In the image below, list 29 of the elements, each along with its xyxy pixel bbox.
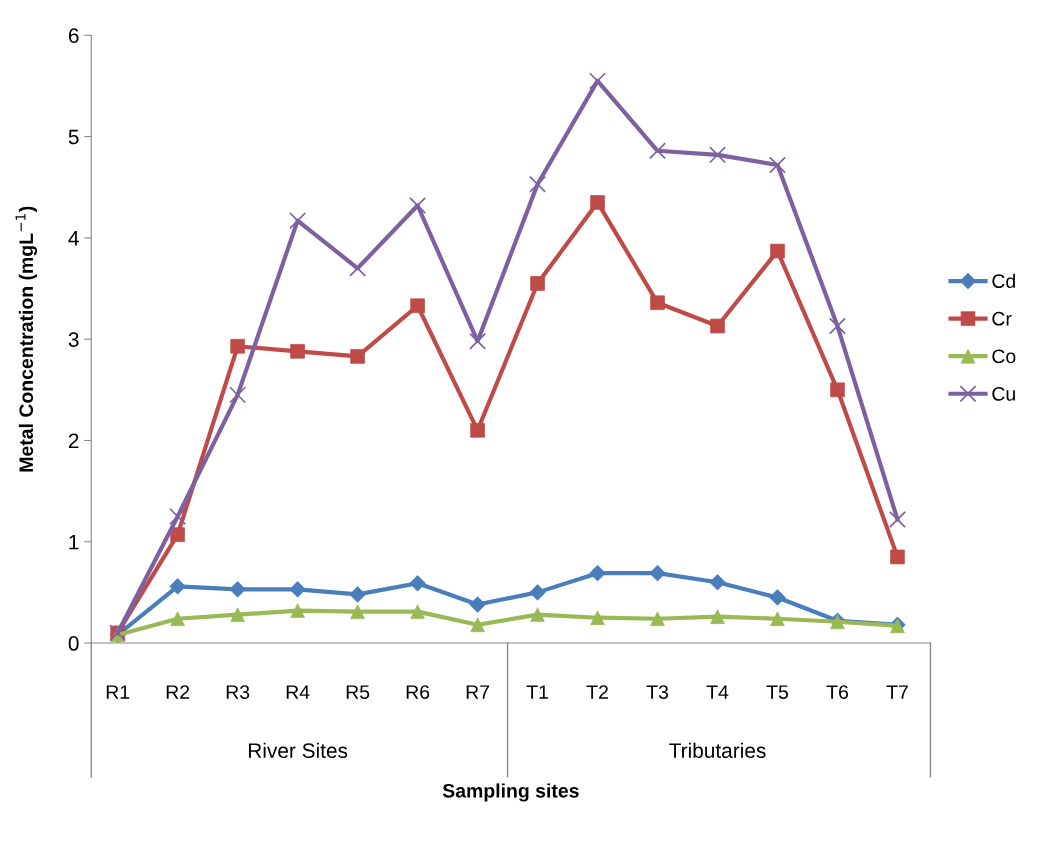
text: Tributaries — [669, 742, 766, 759]
x-tick-label: T7 — [886, 685, 908, 699]
legend-label: Cd — [992, 273, 1015, 289]
x-tick-label: T6 — [826, 685, 848, 699]
y-tick-label: 3 — [68, 332, 79, 347]
y-tick-label: 6 — [68, 28, 79, 44]
x-tick-label: T1 — [526, 685, 548, 699]
x-tick-label: R4 — [286, 685, 310, 699]
text: River Sites — [248, 742, 348, 759]
x-tick-label: R3 — [226, 685, 250, 699]
y-axis-title: Metal Concentration (mgL$^{−1}$) — [15, 206, 38, 472]
x-tick-label: R1 — [106, 685, 130, 699]
x-tick-label: T3 — [646, 685, 669, 699]
x-tick-label: R5 — [346, 685, 370, 699]
y-tick-label: 2 — [68, 433, 79, 449]
y-tick-label: 5 — [68, 129, 79, 145]
x-tick-label: T5 — [766, 685, 789, 699]
y-tick-label: 0 — [68, 636, 79, 651]
x-axis-title: Sampling sites — [442, 783, 579, 802]
legend-label: Cu — [992, 386, 1015, 401]
y-tick-label: 1 — [69, 534, 79, 550]
x-tick-label: T2 — [586, 685, 608, 699]
legend-label: Cr — [992, 311, 1012, 326]
x-tick-label: R6 — [406, 685, 430, 699]
x-tick-label: R7 — [466, 685, 490, 699]
legend-label: Co — [992, 349, 1016, 364]
x-tick-label: R2 — [166, 685, 190, 699]
x-tick-label: T4 — [706, 685, 729, 699]
y-tick-label: 4 — [68, 231, 79, 246]
